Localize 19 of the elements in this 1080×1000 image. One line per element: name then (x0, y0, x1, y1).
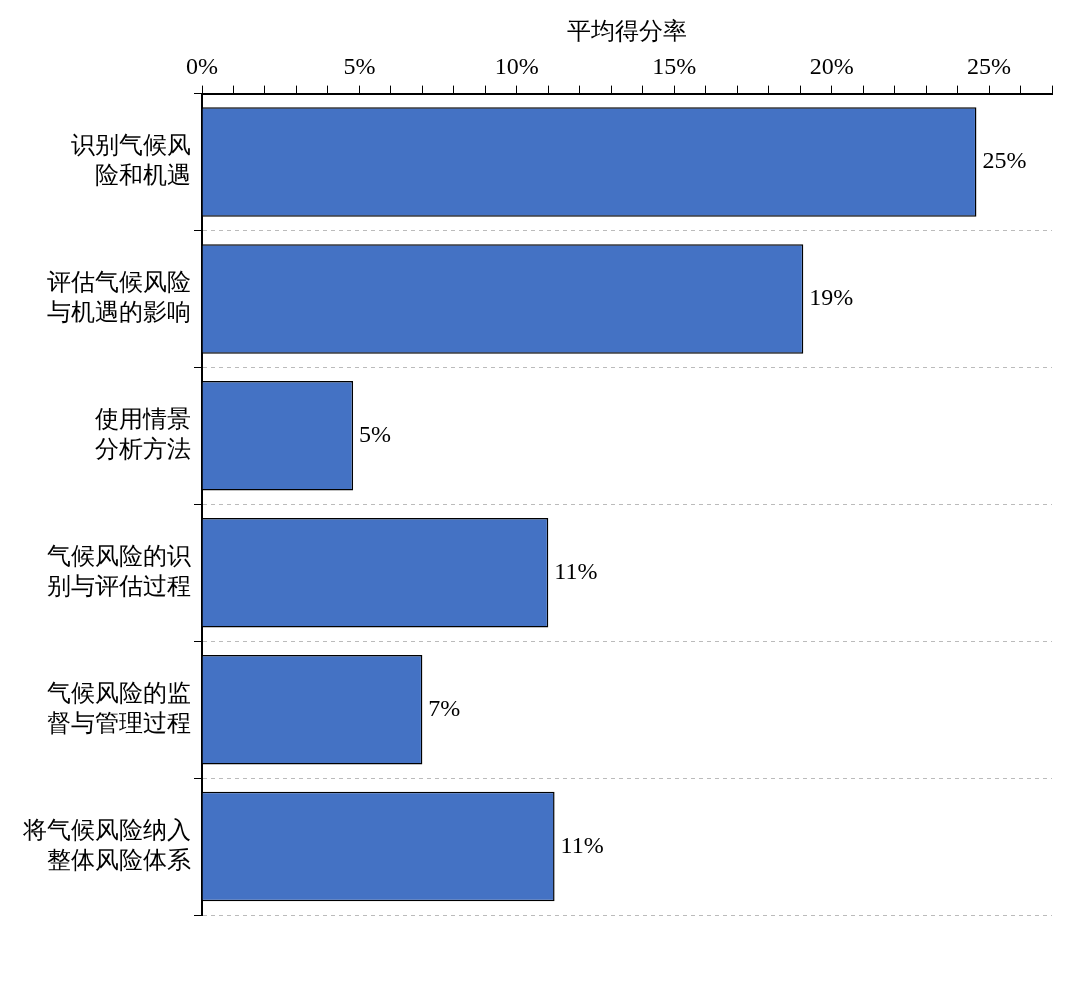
data-label: 19% (809, 284, 854, 311)
x-tick-label: 0% (186, 53, 218, 80)
data-label: 7% (428, 694, 461, 721)
y-tick-label: 将气候风险纳入整体风险体系 (22, 816, 191, 873)
y-tick-label: 识别气候风险和机遇 (71, 132, 191, 189)
x-tick-label: 5% (343, 53, 376, 80)
x-tick-label: 20% (809, 53, 854, 80)
x-tick-label: 25% (967, 53, 1012, 80)
y-tick-label: 气候风险的监督与管理过程 (47, 679, 191, 736)
y-tick-label: 气候风险的识别与评估过程 (47, 543, 191, 600)
x-axis-title: 平均得分率 (567, 17, 687, 44)
x-tick-label: 15% (652, 53, 697, 80)
data-label: 5% (359, 421, 392, 448)
data-label: 25% (982, 147, 1027, 174)
y-tick-label: 评估气候风险与机遇的影响 (47, 269, 191, 326)
data-label: 11% (560, 831, 604, 858)
x-tick-label: 10% (494, 53, 539, 80)
data-label: 11% (554, 558, 598, 585)
y-tick-label: 使用情景分析方法 (95, 406, 191, 463)
